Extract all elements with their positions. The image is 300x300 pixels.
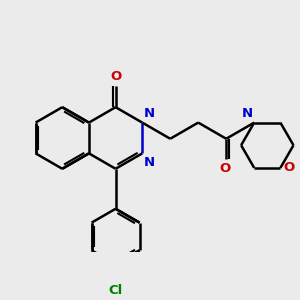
Text: N: N	[144, 157, 155, 169]
Text: O: O	[284, 161, 295, 174]
Text: N: N	[242, 106, 253, 119]
Text: O: O	[110, 70, 121, 83]
Text: N: N	[144, 106, 155, 119]
Text: Cl: Cl	[109, 284, 123, 297]
Text: O: O	[219, 162, 230, 175]
